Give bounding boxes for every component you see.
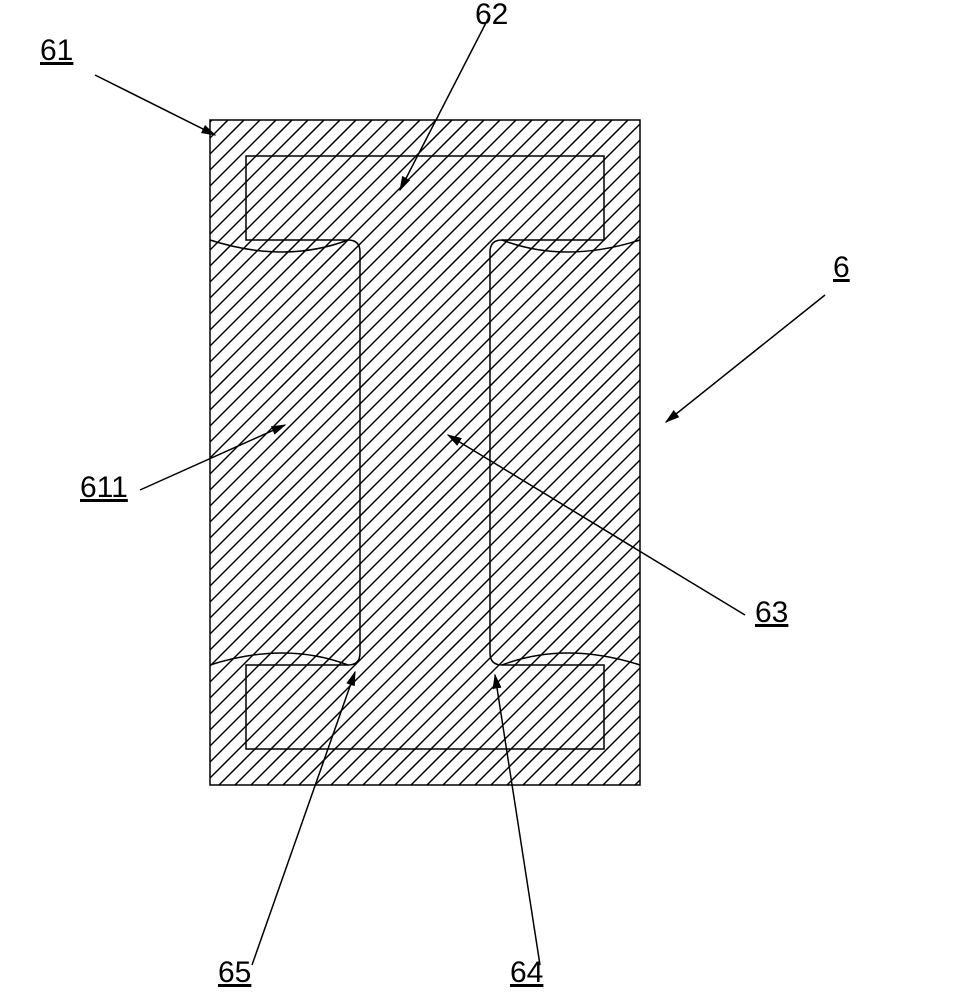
diagram-svg <box>0 0 955 1000</box>
side-arc-bottom-right <box>502 653 640 665</box>
label-62: 62 <box>475 0 508 32</box>
side-arc-bottom-left <box>210 653 348 665</box>
leader-63 <box>448 435 745 615</box>
label-6: 6 <box>833 251 850 285</box>
label-65: 65 <box>218 956 251 990</box>
leader-6 <box>666 295 825 422</box>
label-63: 63 <box>755 596 788 630</box>
leader-62 <box>400 15 490 190</box>
label-61: 61 <box>40 34 73 68</box>
leader-611 <box>140 425 285 490</box>
leader-64 <box>495 675 540 965</box>
technical-drawing: 61 62 611 6 63 64 65 <box>0 0 955 1000</box>
label-64: 64 <box>510 956 543 990</box>
label-611: 611 <box>80 471 128 505</box>
leader-61 <box>95 75 215 135</box>
